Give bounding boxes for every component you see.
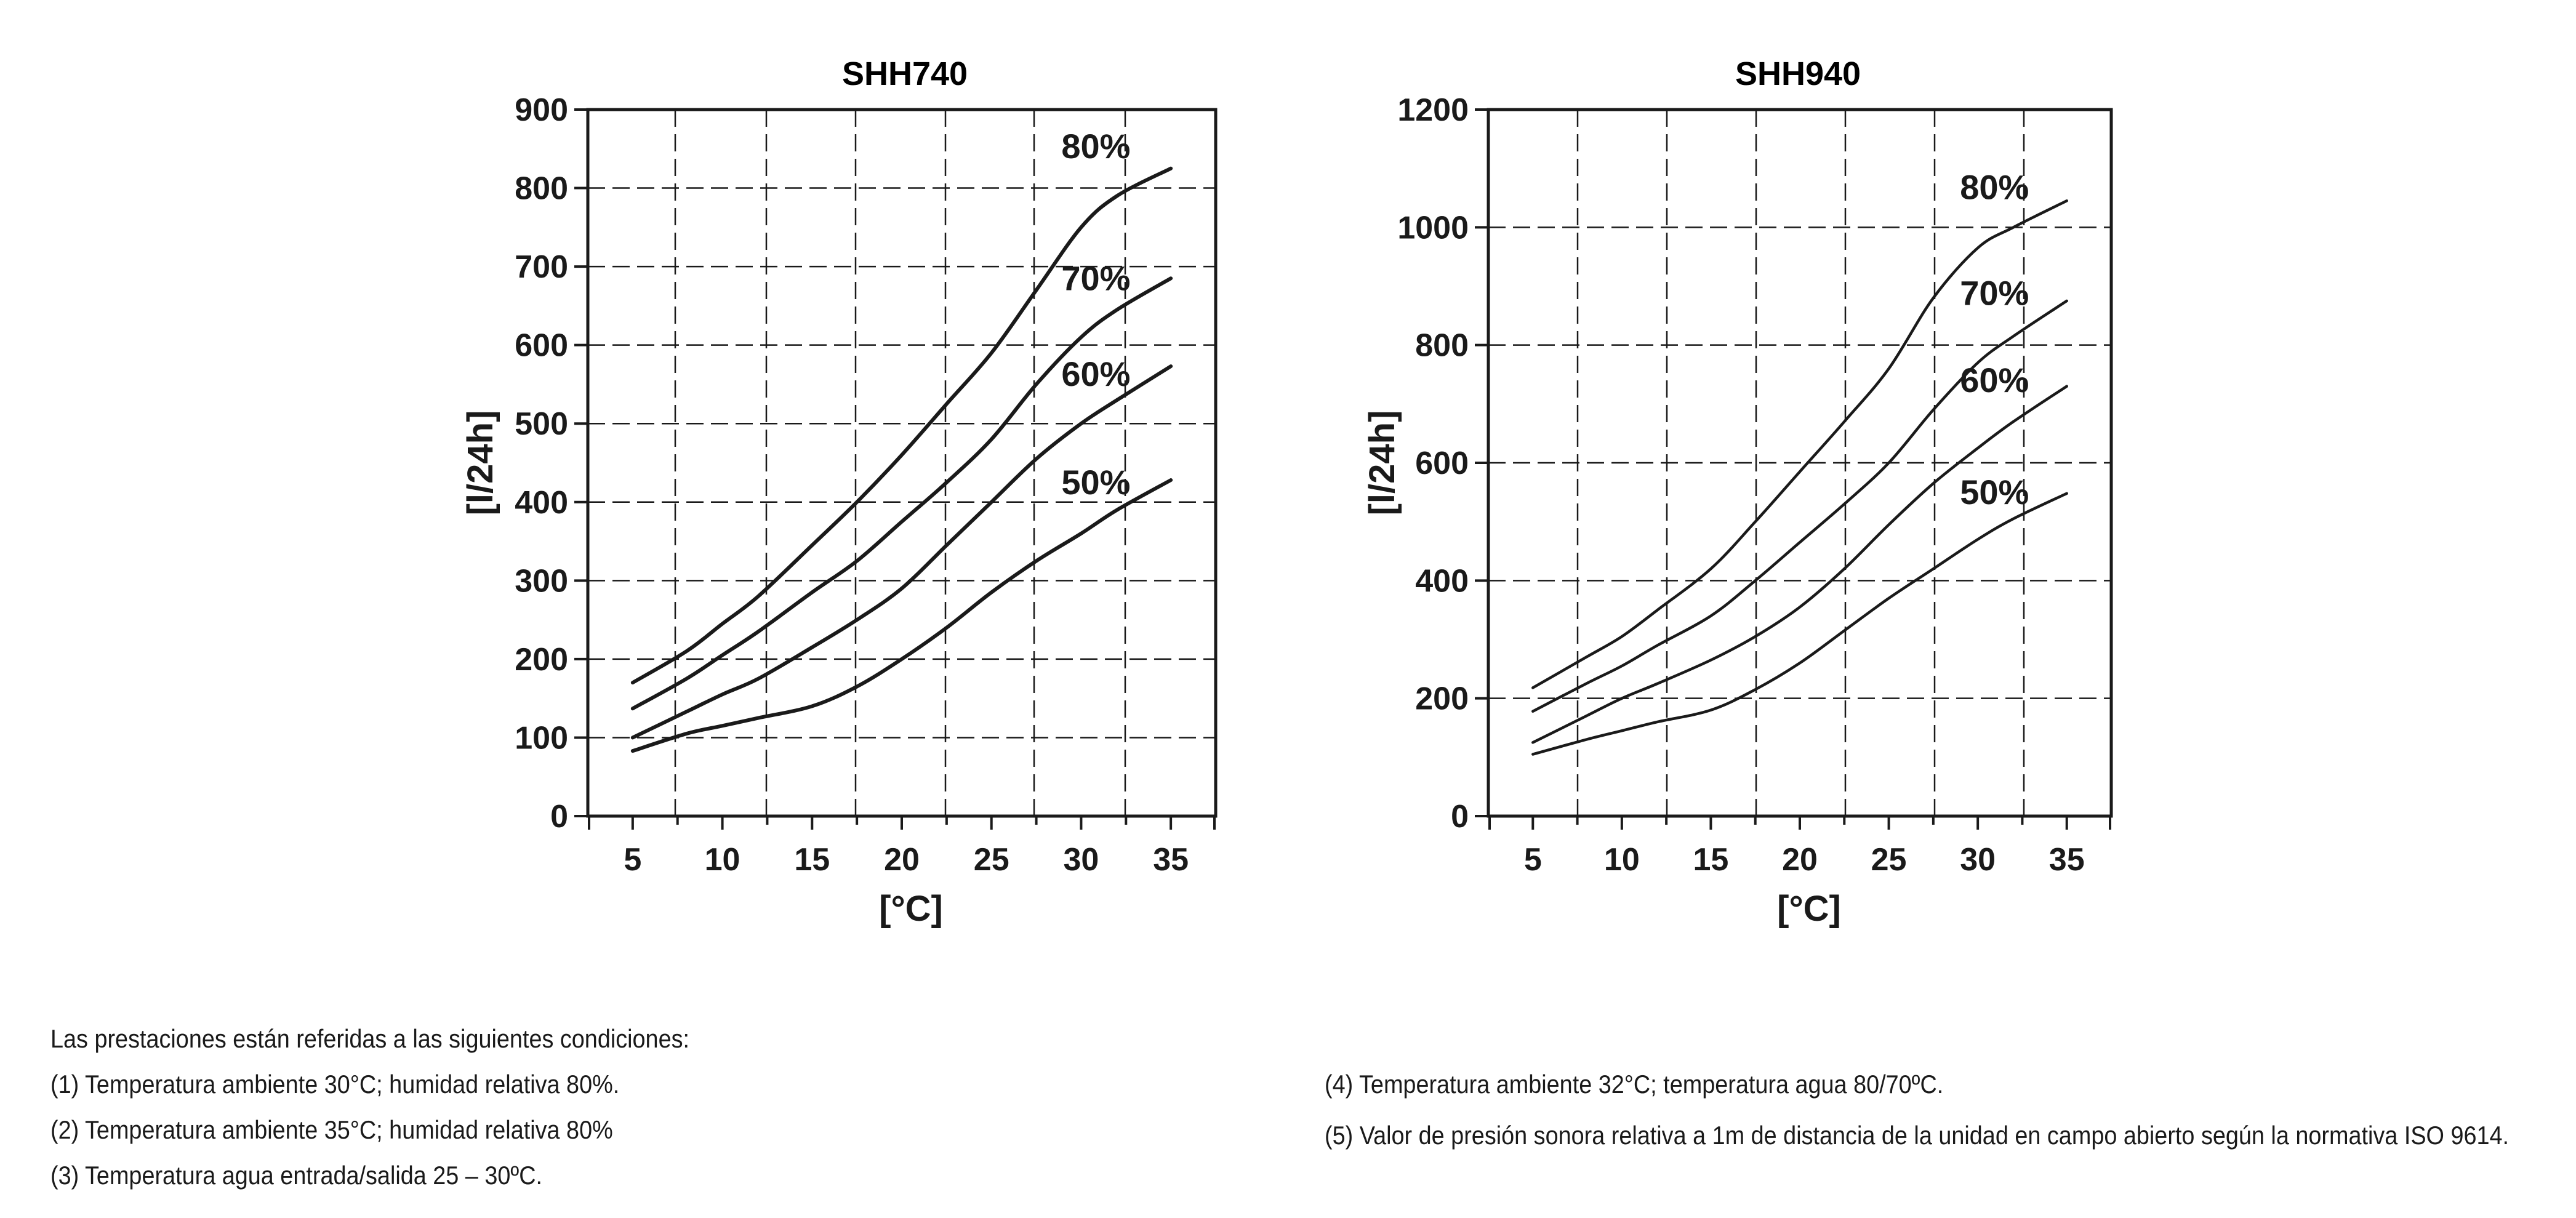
y-axis-label: [l/24h] (460, 411, 500, 516)
x-tick-label: 25 (1871, 842, 1907, 878)
note-1: (1) Temperatura ambiente 30°C; humidad r… (50, 1070, 620, 1099)
note-3: (3) Temperatura agua entrada/salida 25 –… (50, 1161, 543, 1190)
y-tick-label: 600 (1415, 446, 1469, 481)
notes-intro: Las prestaciones están referidas a las s… (50, 1024, 690, 1053)
chart-title: SHH740 (842, 55, 968, 92)
series-line-60pct (630, 364, 1173, 740)
x-tick-label: 15 (1693, 842, 1729, 878)
x-tick-label: 10 (705, 842, 740, 878)
x-tick-label: 5 (624, 842, 641, 878)
chart-title: SHH940 (1735, 55, 1861, 92)
series-label: 60% (1960, 361, 2029, 399)
y-tick-label: 200 (1415, 681, 1469, 717)
note-5: (5) Valor de presión sonora relativa a 1… (1325, 1121, 2510, 1150)
note-2: (2) Temperatura ambiente 35°C; humidad r… (50, 1115, 613, 1144)
series-line-80pct (630, 166, 1173, 685)
y-tick-label: 600 (515, 328, 568, 364)
series-line-70pct (630, 276, 1173, 711)
series-line-70pct (1531, 299, 2068, 713)
y-tick-label: 0 (1451, 799, 1469, 835)
x-tick-label: 30 (1064, 842, 1099, 878)
y-tick-label: 800 (1415, 328, 1469, 364)
series-line-50pct (1531, 492, 2068, 756)
y-tick-label: 800 (515, 171, 568, 207)
x-tick-label: 5 (1524, 842, 1542, 878)
y-tick-label: 300 (515, 563, 568, 599)
y-tick-label: 0 (550, 799, 568, 835)
series-label: 70% (1061, 258, 1130, 297)
note-4: (4) Temperatura ambiente 32°C; temperatu… (1325, 1070, 1944, 1099)
y-tick-label: 100 (515, 720, 568, 756)
x-tick-label: 20 (884, 842, 920, 878)
y-tick-label: 400 (515, 485, 568, 521)
series-label: 50% (1960, 473, 2029, 511)
y-tick-label: 500 (515, 406, 568, 442)
x-tick-label: 10 (1604, 842, 1640, 878)
series-label: 70% (1960, 274, 2029, 313)
x-tick-label: 25 (974, 842, 1009, 878)
x-tick-label: 35 (2049, 842, 2085, 878)
y-tick-label: 1000 (1397, 210, 1469, 246)
series-line-80pct (1531, 199, 2068, 689)
chart-shh740: 0 100 200 300 400 500 600 700 800 900 5 10 15 20 25 30 3… (460, 55, 1218, 929)
y-tick-label: 700 (515, 249, 568, 285)
x-tick-label: 30 (1960, 842, 1996, 878)
series-label: 80% (1960, 167, 2029, 206)
y-axis-label: [l/24h] (1362, 411, 1402, 516)
x-axis-label: [°C] (879, 889, 943, 929)
y-tick-label: 1200 (1397, 92, 1469, 128)
series-line-60pct (1531, 385, 2068, 744)
series-label: 50% (1061, 463, 1130, 502)
x-tick-label: 20 (1782, 842, 1818, 878)
series-line-50pct (630, 478, 1173, 753)
x-tick-label: 15 (794, 842, 830, 878)
y-tick-label: 200 (515, 642, 568, 678)
series-label: 80% (1061, 127, 1130, 166)
x-tick-label: 35 (1153, 842, 1189, 878)
y-tick-label: 400 (1415, 563, 1469, 599)
y-tick-label: 900 (515, 92, 568, 128)
x-axis-label: [°C] (1777, 889, 1841, 929)
chart-shh940: 0 200 400 600 800 1000 1200 5 10 15 20 25 30 35 SHH940… (1362, 55, 2113, 929)
series-label: 60% (1061, 355, 1130, 393)
